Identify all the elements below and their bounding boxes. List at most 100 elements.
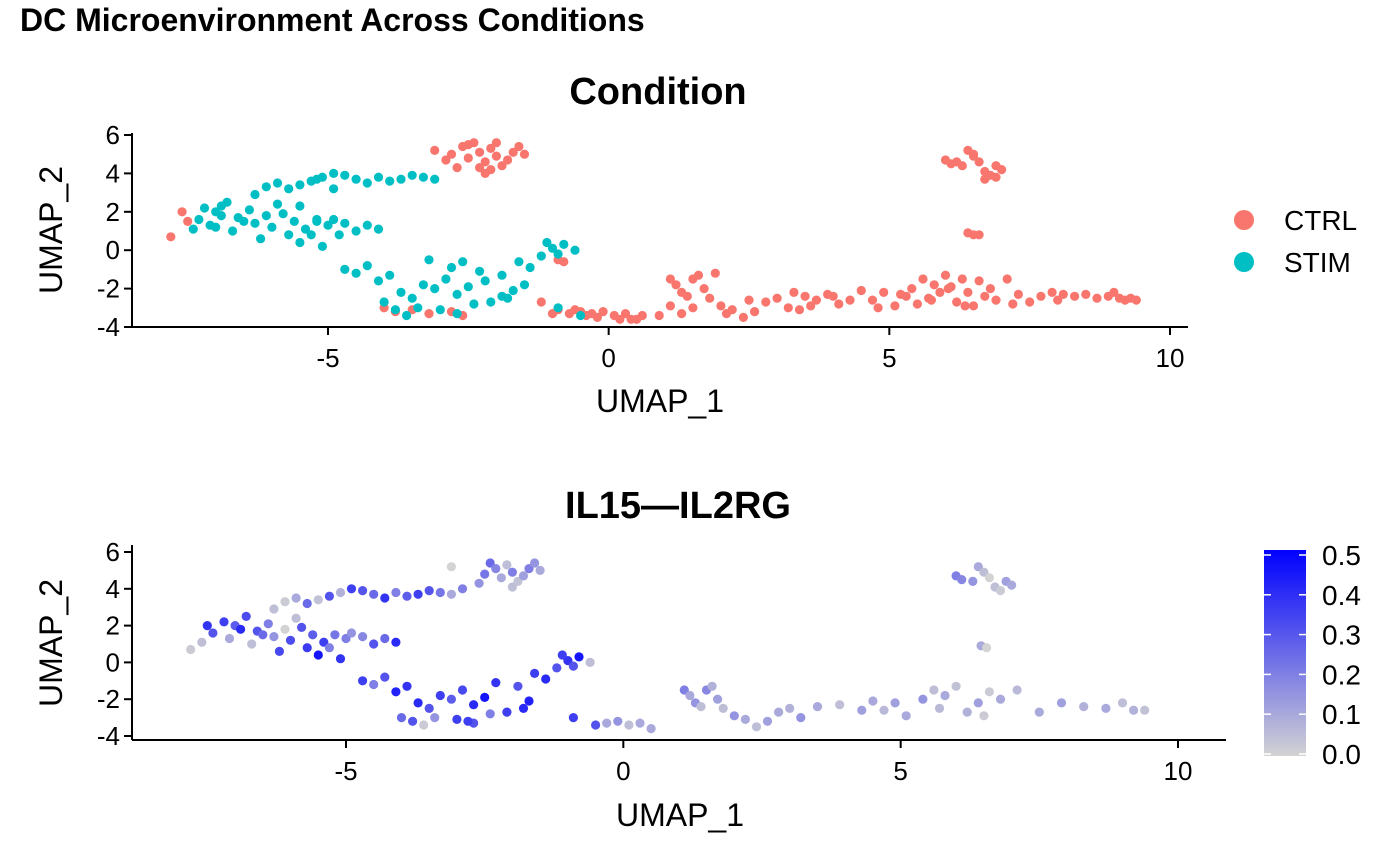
colorbar-ticks: 0.0 0.1 0.2 0.3 0.4 0.5 <box>1264 540 1361 770</box>
point-ctrl <box>693 270 704 280</box>
point-expression <box>485 709 495 719</box>
point-ctrl <box>519 149 530 159</box>
point-expression <box>280 597 290 607</box>
point-expression <box>1007 580 1017 590</box>
point-ctrl <box>598 307 608 317</box>
point-expression <box>868 696 878 706</box>
point-ctrl <box>828 291 838 301</box>
point-ctrl <box>177 207 187 217</box>
point-expression <box>236 624 246 634</box>
point-stim <box>385 270 395 280</box>
point-stim <box>188 224 198 234</box>
point-stim <box>418 280 428 290</box>
point-stim <box>329 168 339 178</box>
colorbar-tick-label: 0.4 <box>1322 580 1361 611</box>
condition-legend: CTRL STIM <box>1234 205 1357 278</box>
point-ctrl <box>968 301 979 311</box>
point-ctrl <box>1013 289 1024 299</box>
il15-il2rg-x-tick-label: 5 <box>893 756 907 786</box>
point-expression <box>358 632 368 642</box>
point-ctrl <box>968 149 979 159</box>
point-expression <box>208 628 218 638</box>
il15-il2rg-x-ticks: -5 0 5 10 <box>334 740 1192 786</box>
point-stim <box>373 172 384 182</box>
point-expression <box>241 611 251 622</box>
point-stim <box>362 261 372 271</box>
point-stim <box>452 309 462 319</box>
point-ctrl <box>626 314 636 324</box>
point-stim <box>256 234 266 244</box>
point-ctrl <box>1053 295 1063 305</box>
point-expression <box>635 718 645 728</box>
point-ctrl <box>772 293 782 303</box>
point-ctrl <box>491 151 501 161</box>
point-expression <box>513 681 523 691</box>
point-expression <box>929 685 939 695</box>
condition-panel-title: Condition <box>569 71 746 113</box>
point-ctrl <box>789 287 799 297</box>
point-expression <box>491 678 501 688</box>
point-ctrl <box>890 301 900 311</box>
point-expression <box>557 650 567 660</box>
point-expression <box>313 650 323 660</box>
point-expression <box>518 703 529 714</box>
point-stim <box>446 262 457 273</box>
point-ctrl <box>475 163 485 173</box>
point-ctrl <box>918 274 928 284</box>
point-ctrl <box>963 287 973 297</box>
point-expression <box>796 713 806 723</box>
point-ctrl <box>463 153 473 163</box>
point-ctrl <box>486 165 496 175</box>
point-ctrl <box>547 309 558 319</box>
il15-il2rg-x-tick-label: 0 <box>616 756 630 786</box>
point-stim <box>340 264 350 274</box>
point-ctrl <box>699 284 709 294</box>
point-stim <box>351 226 361 236</box>
point-expression <box>380 593 390 603</box>
point-expression <box>982 643 992 653</box>
colorbar-tick-label: 0.3 <box>1322 620 1361 651</box>
point-expression <box>274 646 284 657</box>
point-expression <box>918 694 928 704</box>
point-ctrl <box>710 268 720 278</box>
point-ctrl <box>424 309 434 319</box>
point-expression <box>524 564 534 574</box>
point-expression <box>324 591 334 601</box>
point-expression <box>1034 707 1044 717</box>
point-expression <box>502 560 512 570</box>
point-expression <box>812 702 823 712</box>
point-expression <box>435 690 445 701</box>
point-stim <box>199 203 210 213</box>
point-expression <box>457 584 468 594</box>
point-ctrl <box>592 312 603 322</box>
point-stim <box>340 218 350 228</box>
point-expression <box>541 674 551 684</box>
point-ctrl <box>952 157 962 167</box>
point-stim <box>272 178 283 188</box>
legend-label-stim: STIM <box>1284 247 1351 278</box>
legend-key-stim <box>1234 252 1254 272</box>
point-expression <box>518 571 529 581</box>
point-stim <box>362 178 372 188</box>
point-stim <box>295 180 305 190</box>
point-expression <box>269 604 279 614</box>
point-stim <box>351 174 361 184</box>
point-ctrl <box>559 257 569 267</box>
point-ctrl <box>1008 299 1018 309</box>
il15-il2rg-y-ticks: -4 -2 0 2 4 6 <box>97 537 132 751</box>
point-ctrl <box>1081 289 1091 299</box>
point-expression <box>291 593 301 603</box>
point-expression <box>391 637 401 647</box>
point-expression <box>574 652 584 662</box>
point-expression <box>269 632 279 642</box>
point-stim <box>542 237 552 248</box>
point-expression <box>857 705 867 715</box>
point-ctrl <box>1070 291 1080 301</box>
point-ctrl <box>744 295 754 305</box>
point-ctrl <box>907 284 917 294</box>
point-ctrl <box>1047 287 1057 297</box>
point-expression <box>302 598 312 609</box>
point-expression <box>463 716 473 726</box>
point-stim <box>295 237 305 248</box>
point-ctrl <box>665 274 676 284</box>
